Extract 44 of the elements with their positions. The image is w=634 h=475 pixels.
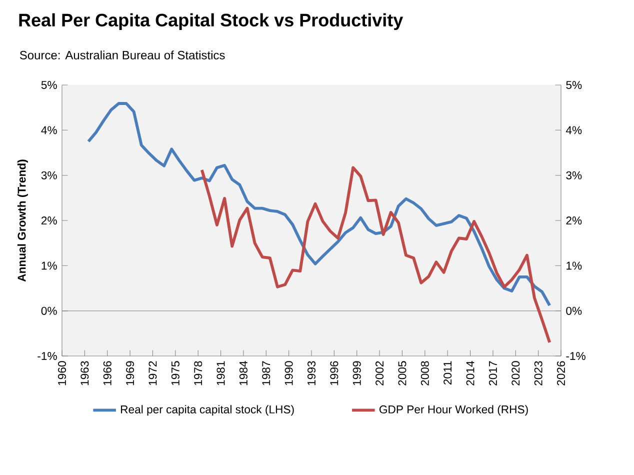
x-tick-label: 1972: [148, 361, 157, 386]
y2-tick-label: 0%: [566, 306, 582, 315]
x-tick-label: 1981: [216, 361, 225, 386]
x-tick-label: 2020: [512, 361, 520, 386]
x-tick-label: 2023: [534, 361, 542, 386]
line-series: [86, 102, 552, 307]
x-tick-label: 1993: [307, 361, 316, 386]
y-tick-label: 2%: [41, 216, 57, 224]
x-tick-label: 1978: [194, 361, 202, 386]
x-tick-label: 2002: [376, 361, 384, 386]
legend-label: GDP Per Hour Worked (RHS): [379, 405, 528, 416]
y2-tick-label: 1%: [566, 262, 582, 270]
x-tick-label: 1963: [80, 361, 89, 386]
x-tick-label: 2011: [444, 361, 452, 385]
x-tick-label: 2014: [466, 361, 474, 386]
x-tick-label: 1996: [330, 361, 338, 386]
x-tick-label: 1990: [284, 361, 293, 386]
y-tick-label: 5%: [41, 81, 57, 89]
y2-tick-label: 4%: [566, 126, 582, 134]
x-tick-label: 1969: [126, 361, 134, 386]
y-tick-label: 3%: [41, 171, 57, 180]
y-tick-label: -1%: [38, 352, 57, 360]
x-tick-label: 1975: [171, 361, 180, 386]
x-tick-label: 2008: [420, 361, 429, 386]
y2-tick-label: 3%: [566, 171, 582, 180]
x-tick-label: 2026: [556, 361, 565, 386]
chart-subtitle: Source: Australian Bureau of Statistics: [20, 50, 225, 60]
y-tick-label: 0%: [41, 306, 57, 315]
y-tick-label: 1%: [42, 262, 57, 270]
x-tick-label: 2005: [398, 361, 406, 386]
y2-tick-label: 2%: [566, 216, 582, 224]
legend-label: Real per capita capital stock (LHS): [121, 405, 294, 416]
y2-tick-label: 5%: [566, 81, 582, 89]
x-tick-label: 1984: [239, 361, 248, 386]
chart-title: Real Per Capita Capital Stock vs Productivity: [19, 13, 404, 30]
y2-tick-label: -1%: [566, 352, 586, 360]
y-tick-label: 4%: [41, 126, 57, 134]
x-tick-label: 1987: [262, 361, 270, 386]
x-tick-label: 1966: [103, 361, 112, 386]
line-series: [200, 166, 552, 344]
x-tick-label: 1960: [58, 361, 66, 386]
y-axis-title: Annual Growth (Trend): [17, 160, 28, 282]
x-tick-label: 2017: [488, 361, 497, 386]
x-tick-label: 1999: [352, 361, 361, 386]
